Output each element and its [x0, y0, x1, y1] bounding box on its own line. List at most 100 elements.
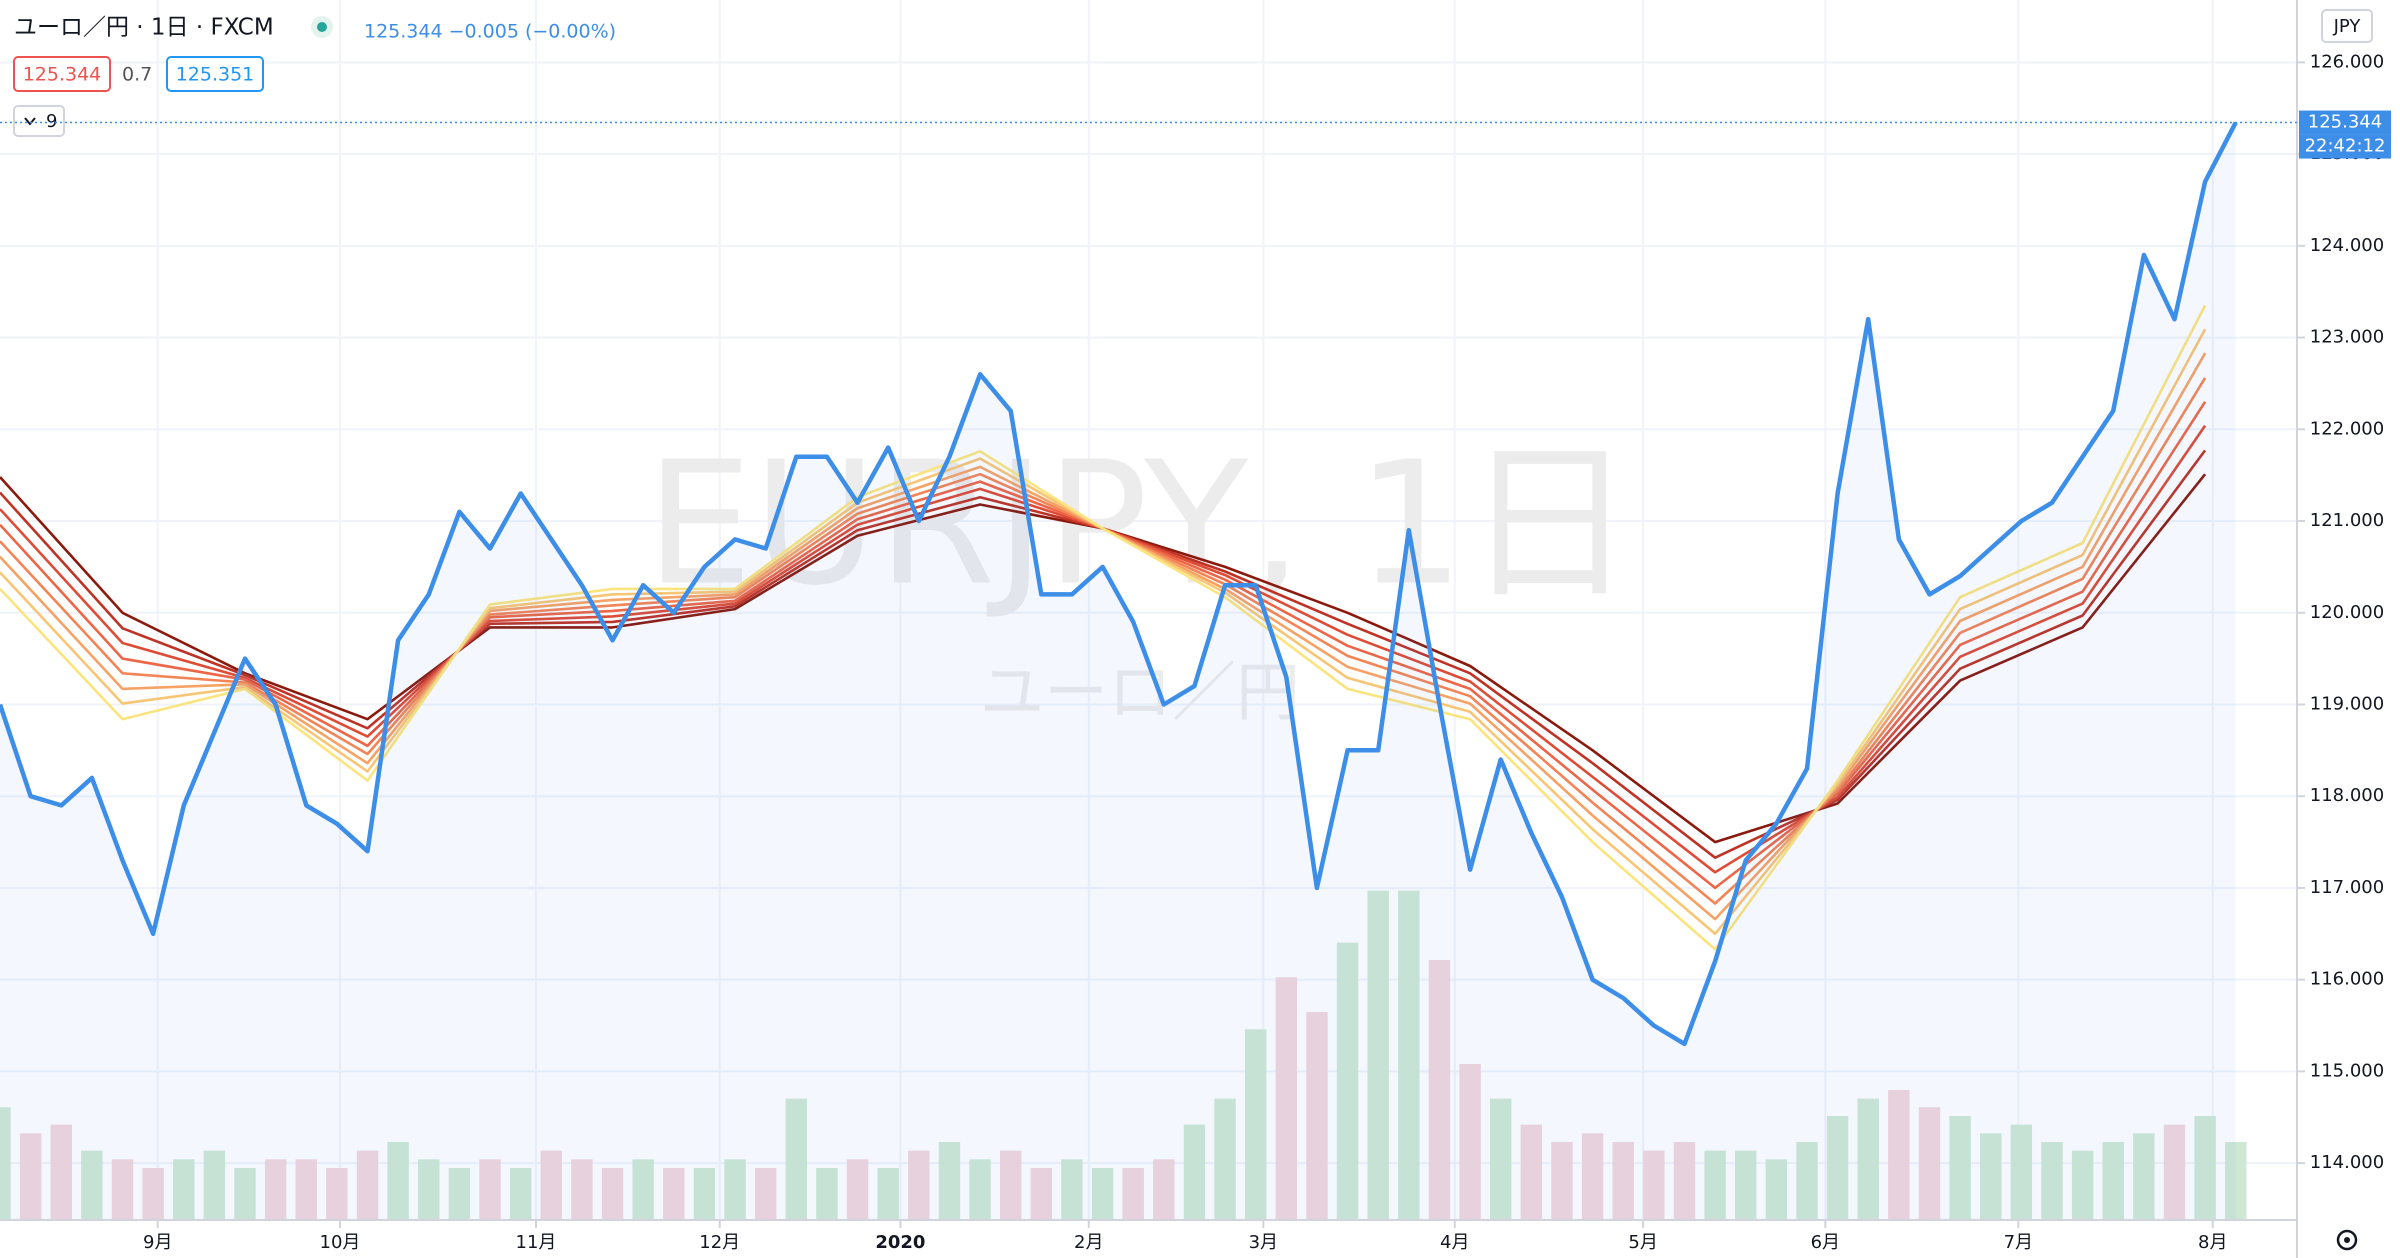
volume-bar: [1918, 1107, 1941, 1220]
volume-bar: [1398, 890, 1420, 1220]
y-tick-label: 126.000: [2310, 51, 2384, 72]
settings-icon[interactable]: [2336, 1229, 2358, 1251]
volume-bar: [1949, 1115, 1971, 1220]
volume: [0, 890, 2247, 1220]
chart-title: ユーロ／円 · 1日 · FXCM: [14, 15, 274, 41]
volume-bar: [387, 1141, 409, 1220]
volume-bar: [1581, 1133, 1604, 1220]
volume-bar: [754, 1167, 777, 1220]
volume-bar: [2071, 1150, 2094, 1220]
y-tick-label: 116.000: [2310, 969, 2384, 990]
volume-bar: [1306, 1011, 1328, 1220]
volume-bar: [1275, 977, 1298, 1220]
volume-bar: [1183, 1124, 1206, 1220]
volume-bar: [1765, 1159, 1788, 1220]
volume-bar: [1214, 1098, 1236, 1220]
volume-bar: [1428, 959, 1451, 1220]
volume-bar: [1122, 1167, 1144, 1220]
volume-bar: [1336, 942, 1359, 1220]
volume-bar: [1796, 1141, 1818, 1220]
volume-bar: [1061, 1159, 1083, 1220]
x-tick-label: 12月: [699, 1232, 740, 1253]
volume-bar: [1520, 1124, 1543, 1220]
volume-bar: [1030, 1167, 1053, 1220]
x-tick-label: 5月: [1628, 1232, 1657, 1253]
volume-bar: [1826, 1115, 1849, 1220]
volume-bar: [663, 1167, 685, 1220]
last-price: 125.344 22:42:12: [0, 110, 2391, 159]
last-price-box: [2299, 110, 2391, 135]
y-tick-label: 124.000: [2310, 235, 2384, 256]
volume-bar: [877, 1167, 899, 1220]
volume-bar: [2102, 1141, 2124, 1220]
volume-bar: [1551, 1141, 1573, 1220]
volume-bar: [326, 1167, 348, 1220]
volume-bar: [938, 1141, 961, 1220]
axes: 114.000 115.000 116.000 117.000 118.000 119.0…: [143, 51, 2384, 1253]
volume-bar: [81, 1150, 103, 1220]
watermark-sub: ユーロ／円: [980, 657, 1300, 731]
volume-bar: [479, 1159, 501, 1220]
volume-bar: [264, 1159, 287, 1220]
bid-box[interactable]: [13, 56, 111, 92]
volume-bar: [1704, 1150, 1726, 1220]
x-tick-label: 9月: [143, 1232, 172, 1253]
volume-bar: [448, 1167, 471, 1220]
x-tick-label: 8月: [2198, 1232, 2227, 1253]
ask: 125.351: [176, 64, 255, 86]
volume-bar: [111, 1159, 134, 1220]
x-tick-label: 6月: [1811, 1232, 1840, 1253]
currency: JPY: [2333, 16, 2362, 37]
volume-bar: [1489, 1098, 1512, 1220]
volume-bar: [418, 1159, 440, 1220]
volume-bar: [1643, 1150, 1665, 1220]
currency-box[interactable]: [2321, 9, 2373, 43]
y-tick-label: 122.000: [2310, 418, 2384, 439]
bid: 125.344: [23, 64, 102, 86]
settings-icon-center: [2344, 1237, 2350, 1243]
volume-bar: [234, 1167, 256, 1220]
volume-bar: [2163, 1124, 2186, 1220]
volume-bar: [816, 1167, 838, 1220]
volume-bar: [785, 1098, 808, 1220]
volume-bar: [1735, 1150, 1757, 1220]
volume-bar: [1673, 1141, 1696, 1220]
last-price-label: 125.344: [2308, 112, 2382, 133]
volume-bar: [173, 1159, 195, 1220]
x-tick-label: 7月: [2004, 1232, 2033, 1253]
ma-line: [0, 304, 2207, 951]
volume-bar: [908, 1150, 930, 1220]
ask-box[interactable]: [166, 56, 264, 92]
y-tick-label: 120.000: [2310, 602, 2384, 623]
volume-bar: [1091, 1167, 1114, 1220]
y-tick-label: 118.000: [2310, 785, 2384, 806]
countdown-box: [2299, 134, 2391, 159]
volume-bar: [2133, 1133, 2155, 1220]
x-tick-label: 11月: [516, 1232, 557, 1253]
x-tick-label: 3月: [1249, 1232, 1278, 1253]
y-tick-label: 121.000: [2310, 510, 2384, 531]
volume-bar: [601, 1167, 624, 1220]
volume-bar: [571, 1159, 593, 1220]
quote: 125.344 −0.005 (−0.00%): [364, 21, 616, 43]
volume-bar: [1367, 890, 1389, 1220]
volume-bar: [2041, 1141, 2063, 1220]
volume-bar: [1857, 1098, 1879, 1220]
volume-bar: [509, 1167, 532, 1220]
volume-bar: [0, 1107, 11, 1220]
y-tick-label: 123.000: [2310, 327, 2384, 348]
volume-bar: [2225, 1141, 2247, 1220]
volume-bar: [724, 1159, 746, 1220]
x-tick-label: 4月: [1440, 1232, 1469, 1253]
indicator-toggle[interactable]: [13, 105, 65, 137]
price-area: [0, 122, 2236, 1221]
volume-bar: [632, 1159, 654, 1220]
y-tick-label: 115.000: [2310, 1060, 2384, 1081]
volume-bar: [203, 1150, 226, 1220]
x-tick-label: 10月: [320, 1232, 361, 1253]
y-tick-label: 119.000: [2310, 693, 2384, 714]
grid: [0, 0, 2297, 1220]
volume-bar: [693, 1167, 716, 1220]
